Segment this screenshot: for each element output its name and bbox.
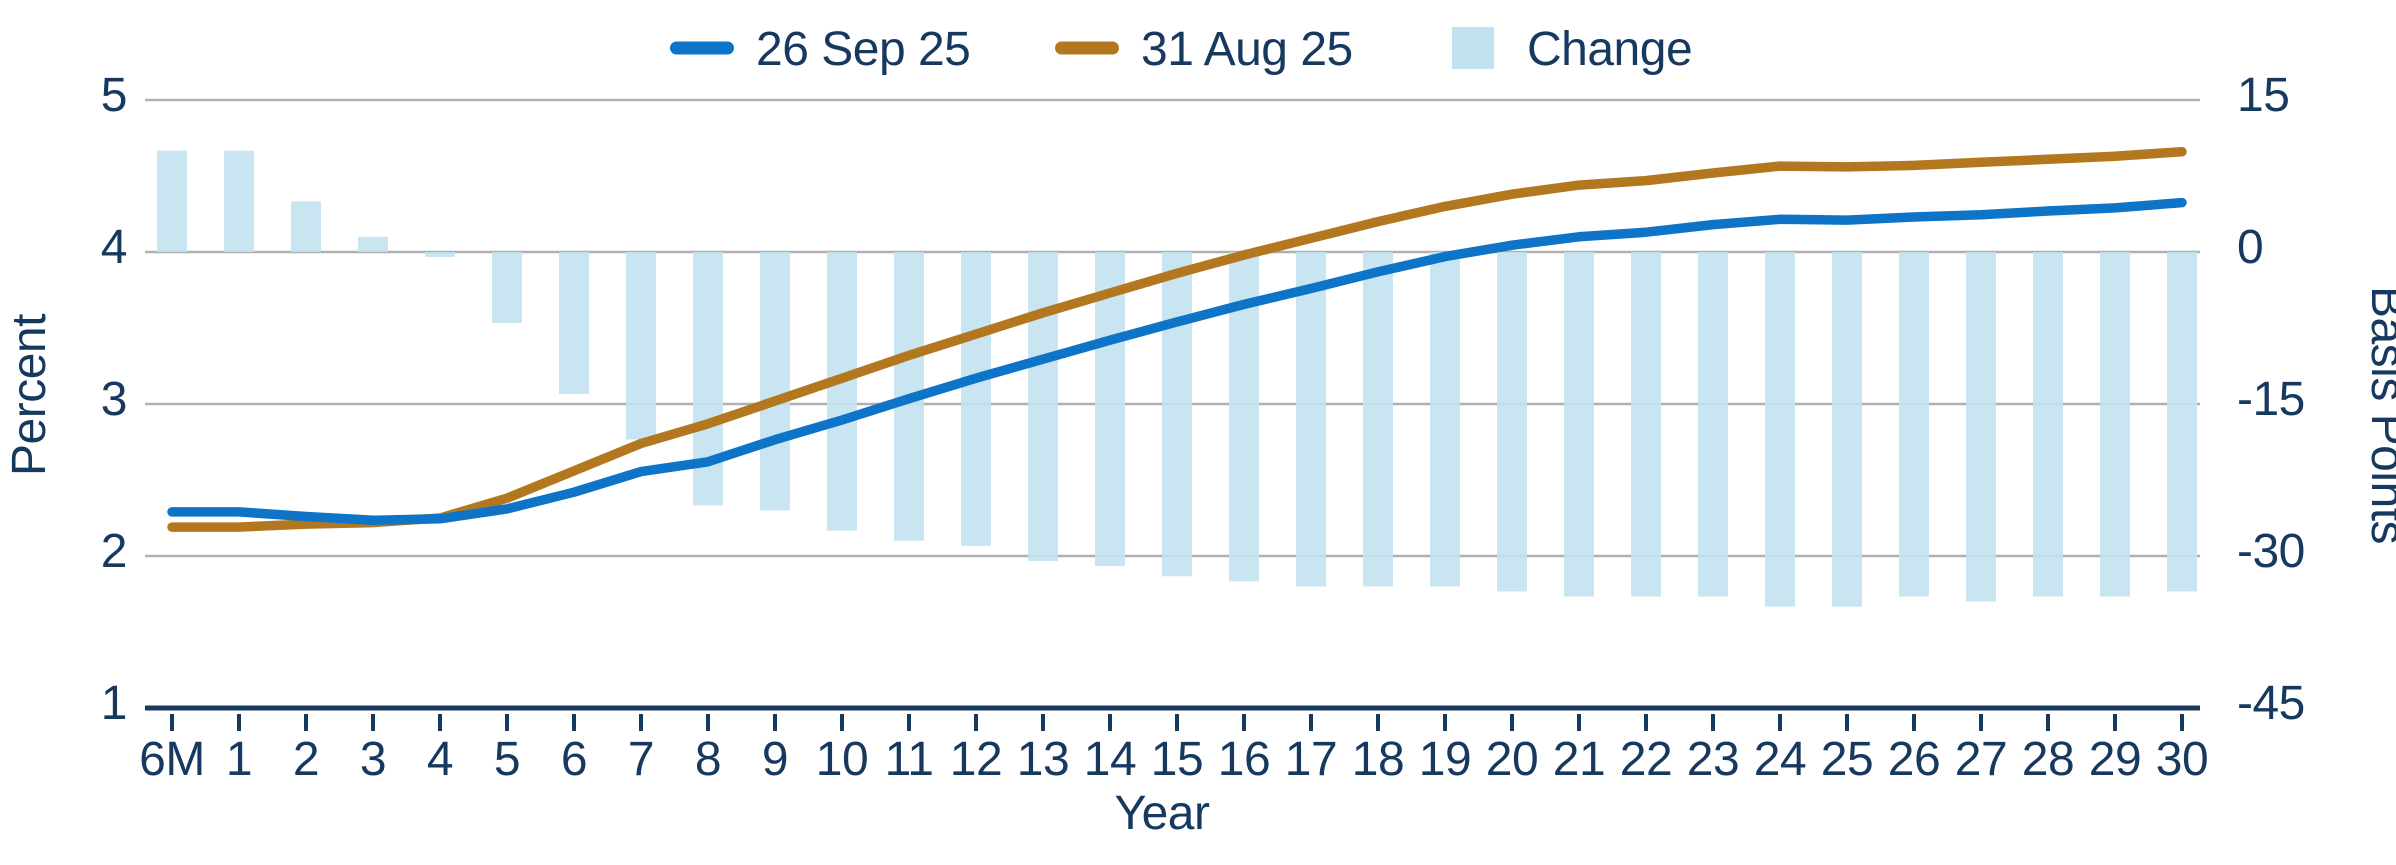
- change-bar: [1966, 252, 1996, 602]
- x-tick-label: 16: [1218, 733, 1270, 786]
- change-bar: [291, 201, 321, 252]
- right-tick-label: -15: [2237, 373, 2305, 426]
- curves: [167, 146, 2187, 532]
- right-axis-title: Basis Points: [2361, 286, 2396, 544]
- change-bar: [2167, 252, 2197, 592]
- x-tick-label: 18: [1352, 733, 1404, 786]
- right-tick-label: 15: [2237, 69, 2289, 122]
- left-tick-label: 1: [101, 677, 127, 730]
- x-tick-label: 21: [1553, 733, 1605, 786]
- x-tick-label: 8: [695, 733, 721, 786]
- curve-31-aug-25: [167, 146, 2187, 532]
- right-tick-label: -45: [2237, 677, 2305, 730]
- x-tick-label: 29: [2089, 733, 2141, 786]
- change-bar: [760, 252, 790, 511]
- change-bar: [1363, 252, 1393, 587]
- x-tick-label: 20: [1486, 733, 1538, 786]
- x-tick-label: 3: [360, 733, 386, 786]
- change-bar: [827, 252, 857, 531]
- x-tick-labels: 6M 1 2 3 4 5 6 7 8 9 10 11 12 13 14 15 16 17 18 19 20 21 22 23 2…: [139, 733, 2209, 786]
- x-tick-label: 25: [1821, 733, 1873, 786]
- change-bar: [1832, 252, 1862, 607]
- x-tick-label: 2: [293, 733, 319, 786]
- x-tick-label: 6: [561, 733, 587, 786]
- right-tick-label: 0: [2237, 221, 2263, 274]
- x-tick-label: 9: [762, 733, 788, 786]
- change-bar: [492, 252, 522, 323]
- change-bar: [1430, 252, 1460, 587]
- x-axis-title: Year: [1115, 787, 1211, 840]
- x-tick-label: 22: [1620, 733, 1672, 786]
- x-axis: [145, 705, 2200, 731]
- change-bars: [157, 150, 2197, 607]
- left-axis-title: Percent: [3, 314, 56, 476]
- change-bar: [559, 252, 589, 394]
- change-bar: [2100, 252, 2130, 597]
- legend: 26 Sep 25 31 Aug 25 Change: [670, 23, 1693, 76]
- x-tick-label: 13: [1017, 733, 1069, 786]
- change-bar: [1162, 252, 1192, 577]
- change-bar: [1698, 252, 1728, 597]
- change-bar: [1631, 252, 1661, 597]
- legend-label-change: Change: [1527, 23, 1692, 76]
- x-tick-label: 26: [1888, 733, 1940, 786]
- left-tick-label: 5: [101, 69, 127, 122]
- x-tick-label: 7: [628, 733, 654, 786]
- left-tick-label: 3: [101, 373, 127, 426]
- right-tick-labels: 15 0 -15 -30 -45: [2237, 69, 2305, 730]
- x-tick-label: 6M: [139, 733, 205, 786]
- x-tick-label: 24: [1754, 733, 1806, 786]
- left-tick-label: 2: [101, 525, 127, 578]
- x-tick-label: 11: [885, 733, 934, 786]
- change-bar: [1765, 252, 1795, 607]
- x-tick-label: 12: [950, 733, 1002, 786]
- right-tick-label: -30: [2237, 525, 2305, 578]
- x-tick-label: 17: [1285, 733, 1337, 786]
- x-tick-label: 1: [226, 733, 252, 786]
- legend-label-31-aug-25: 31 Aug 25: [1141, 23, 1353, 76]
- change-bar: [1095, 252, 1125, 567]
- x-tick-label: 15: [1151, 733, 1203, 786]
- x-tick-label: 14: [1084, 733, 1136, 786]
- legend-label-26-sep-25: 26 Sep 25: [756, 23, 970, 76]
- change-bar: [1296, 252, 1326, 587]
- change-bar: [1564, 252, 1594, 597]
- x-tick-label: 30: [2156, 733, 2208, 786]
- left-tick-labels: 5 4 3 2 1: [101, 69, 128, 730]
- x-tick-label: 5: [494, 733, 520, 786]
- left-tick-label: 4: [101, 221, 127, 274]
- change-bar: [961, 252, 991, 546]
- x-tick-label: 28: [2022, 733, 2074, 786]
- change-bar: [1899, 252, 1929, 597]
- change-bar: [626, 252, 656, 440]
- x-tick-label: 10: [816, 733, 868, 786]
- curve-26-sep-25: [167, 197, 2187, 526]
- change-bar: [1028, 252, 1058, 562]
- change-bar: [157, 150, 187, 252]
- legend-bar-swatch-change: [1452, 27, 1494, 69]
- x-tick-label: 23: [1687, 733, 1739, 786]
- change-bar: [425, 252, 455, 258]
- legend-line-swatch-31-aug-25: [1055, 41, 1119, 55]
- change-bar: [224, 150, 254, 252]
- change-bar: [2033, 252, 2063, 597]
- legend-line-swatch-26-sep-25: [670, 41, 734, 55]
- x-tick-label: 19: [1419, 733, 1471, 786]
- change-bar: [358, 236, 388, 252]
- change-bar: [1497, 252, 1527, 592]
- x-tick-label: 4: [427, 733, 453, 786]
- x-tick-label: 27: [1955, 733, 2007, 786]
